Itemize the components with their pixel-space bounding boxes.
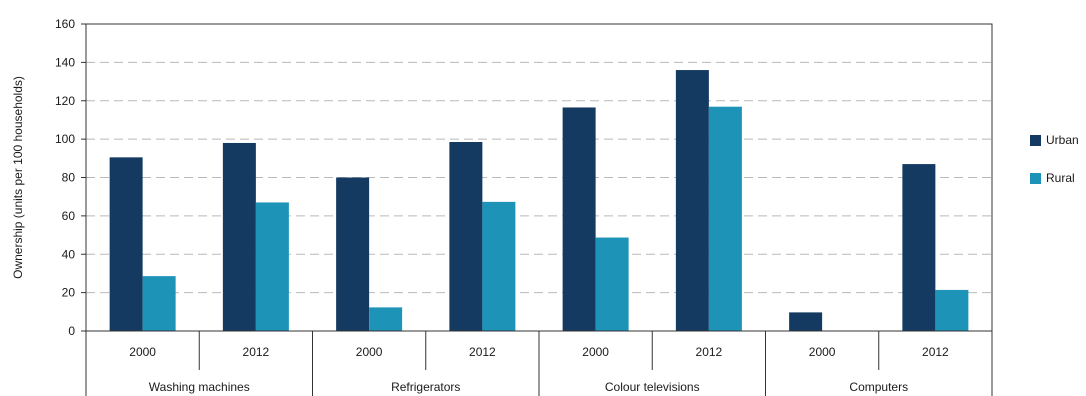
bar-rural bbox=[708, 106, 742, 332]
x-tick-label: 2012 bbox=[696, 345, 723, 359]
bar-rural bbox=[255, 202, 289, 331]
legend-label-urban: Urban bbox=[1046, 133, 1079, 147]
y-tick-label: 20 bbox=[62, 286, 76, 300]
x-tick-label: 2000 bbox=[129, 345, 156, 359]
legend-swatch-urban bbox=[1030, 134, 1041, 146]
y-tick-label: 0 bbox=[68, 324, 75, 338]
y-axis-label: Ownership (units per 100 households) bbox=[11, 76, 25, 279]
bars bbox=[109, 70, 969, 332]
y-tick-label: 140 bbox=[55, 55, 75, 69]
legend-label-rural: Rural bbox=[1046, 171, 1075, 185]
y-tick-label: 100 bbox=[55, 132, 75, 146]
y-tick-label: 160 bbox=[55, 17, 75, 31]
y-tick-label: 40 bbox=[62, 247, 76, 261]
bar-rural bbox=[935, 289, 969, 331]
bar-urban bbox=[675, 70, 709, 332]
x-tick-label: 2000 bbox=[356, 345, 383, 359]
x-group-label: Colour televisions bbox=[605, 380, 700, 394]
bar-urban bbox=[562, 107, 596, 331]
bar-rural bbox=[369, 307, 403, 331]
x-group-label: Refrigerators bbox=[391, 380, 460, 394]
bar-urban bbox=[222, 142, 256, 331]
x-group-label: Computers bbox=[849, 380, 908, 394]
legend: Urban Rural bbox=[1030, 130, 1086, 206]
bar-urban bbox=[902, 164, 936, 331]
y-tick-label: 120 bbox=[55, 94, 75, 108]
y-tick-label: 80 bbox=[62, 171, 76, 185]
legend-item-urban: Urban bbox=[1030, 130, 1086, 150]
axes: Ownership (units per 100 households) 0 20… bbox=[11, 17, 993, 396]
x-tick-label: 2000 bbox=[809, 345, 836, 359]
bar-rural bbox=[595, 237, 629, 331]
bar-rural bbox=[142, 276, 176, 331]
bar-urban bbox=[336, 177, 370, 331]
bar-urban bbox=[789, 312, 823, 331]
x-tick-label: 2000 bbox=[582, 345, 609, 359]
bar-urban bbox=[449, 142, 483, 331]
x-group-label: Washing machines bbox=[149, 380, 250, 394]
bar-rural bbox=[482, 201, 516, 331]
legend-swatch-rural bbox=[1030, 172, 1041, 184]
y-tick-label: 60 bbox=[62, 209, 76, 223]
bar-urban bbox=[109, 157, 143, 331]
x-tick-label: 2012 bbox=[469, 345, 496, 359]
x-tick-label: 2012 bbox=[243, 345, 270, 359]
x-tick-label: 2012 bbox=[922, 345, 949, 359]
gridlines bbox=[86, 61, 992, 294]
legend-item-rural: Rural bbox=[1030, 168, 1086, 188]
